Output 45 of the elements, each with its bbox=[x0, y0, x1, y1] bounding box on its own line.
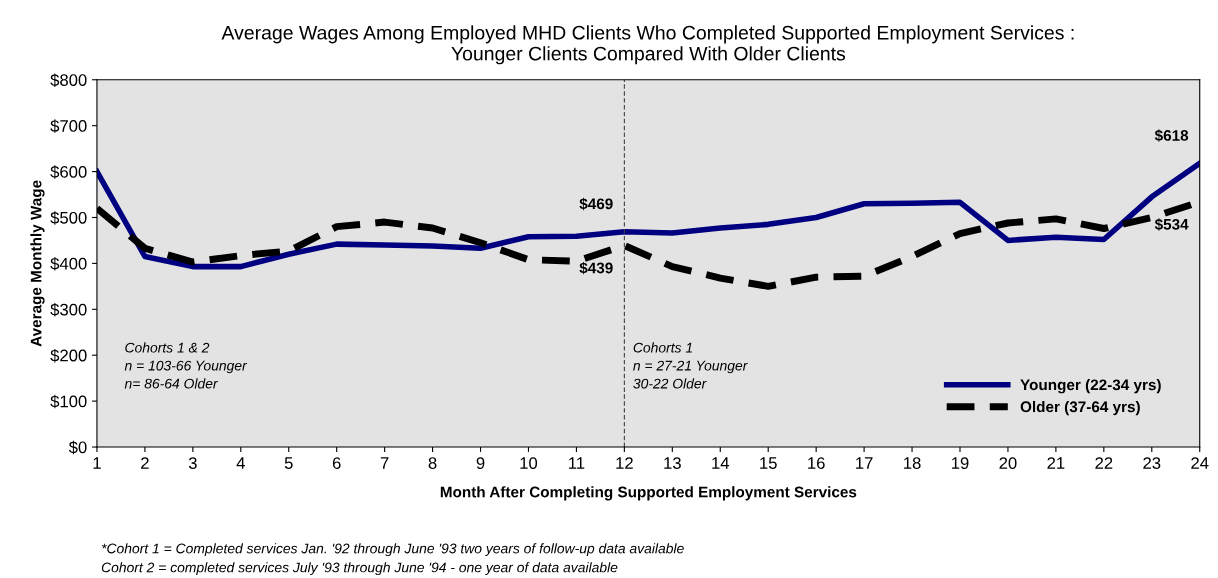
x-tick-label: 13 bbox=[664, 457, 681, 469]
y-tick-label: $400 bbox=[50, 257, 87, 271]
annotation: Cohorts 1 & 2 n = 103-66 Younger n= 86-64 Older bbox=[124, 342, 248, 389]
x-tick-label: 21 bbox=[1047, 457, 1065, 469]
x-tick-label: 16 bbox=[808, 457, 825, 469]
x-tick-label: 14 bbox=[712, 457, 730, 469]
y-axis-title: Average Monthly Wage bbox=[30, 180, 45, 347]
x-tick-label: 7 bbox=[380, 457, 389, 469]
x-tick-label: 18 bbox=[904, 457, 921, 469]
x-tick-label: 22 bbox=[1095, 457, 1113, 469]
data-label: $534 bbox=[1154, 218, 1189, 231]
y-tick-label: $500 bbox=[50, 211, 87, 225]
x-axis-title: Month After Completing Supported Employment Services bbox=[440, 486, 857, 501]
y-tick-label: $300 bbox=[50, 303, 87, 317]
annotation: Cohorts 1 n = 27-21 Younger 30-22 Older bbox=[633, 342, 748, 389]
y-tick-label: $800 bbox=[50, 73, 87, 87]
legend-label: Younger (22-34 yrs) bbox=[1020, 379, 1161, 394]
data-label: $618 bbox=[1154, 129, 1189, 142]
x-tick-label: 20 bbox=[999, 457, 1017, 469]
x-tick-label: 1 bbox=[93, 457, 101, 469]
y-tick-label: $100 bbox=[50, 394, 87, 409]
y-tick-label: $600 bbox=[50, 165, 87, 179]
x-tick-label: 15 bbox=[760, 457, 777, 469]
text: *Cohort 1 = Completed services Jan. '92 through June '93 two years of follow-up data available Cohort 2 = completed services July '93 through June '94 - one year of data available bbox=[101, 543, 684, 576]
x-tick-label: 24 bbox=[1191, 457, 1209, 469]
data-label: $439 bbox=[579, 261, 613, 275]
x-tick-label: 12 bbox=[616, 457, 633, 469]
x-tick-label: 4 bbox=[236, 457, 245, 469]
x-tick-label: 2 bbox=[141, 457, 149, 469]
x-tick-label: 5 bbox=[284, 457, 293, 469]
x-tick-label: 8 bbox=[428, 457, 437, 469]
x-tick-label: 19 bbox=[952, 457, 969, 469]
y-tick-label: $0 bbox=[68, 440, 87, 455]
x-tick-label: 6 bbox=[332, 457, 341, 469]
legend-label: Older (37-64 yrs) bbox=[1020, 400, 1140, 416]
data-label: $469 bbox=[579, 197, 613, 211]
chart-title: Average Wages Among Employed MHD Clients Who Completed Supported Employment Services : Younger Clients Compared With Older Clients bbox=[221, 25, 1074, 65]
x-tick-label: 3 bbox=[188, 457, 197, 469]
x-tick-label: 11 bbox=[569, 457, 585, 469]
x-tick-label: 23 bbox=[1143, 457, 1161, 469]
x-tick-label: 10 bbox=[520, 457, 538, 469]
x-tick-label: 17 bbox=[856, 457, 873, 469]
y-tick-label: $700 bbox=[50, 119, 87, 133]
y-tick-label: $200 bbox=[50, 348, 87, 363]
x-tick-label: 9 bbox=[476, 457, 485, 469]
